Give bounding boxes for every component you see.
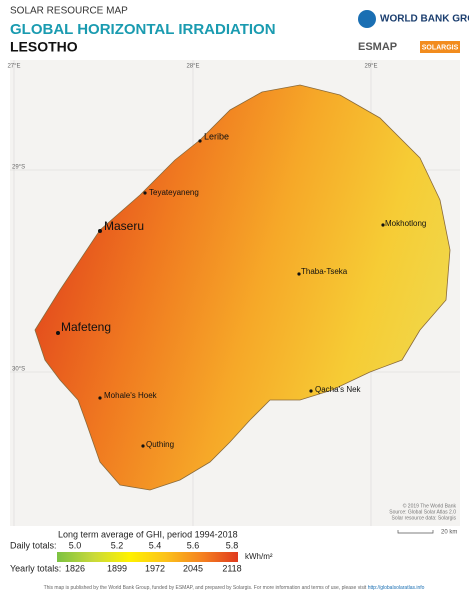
daily-value: 5.0 — [69, 540, 82, 550]
city: Leribe — [204, 131, 229, 141]
footer-link[interactable]: http://globalsolaratlas.info — [368, 585, 425, 591]
grid-label: 29°S — [12, 165, 25, 171]
footer: This map is published by the World Bank … — [44, 585, 425, 591]
city: Teyateyaneng — [149, 188, 199, 197]
country: LESOTHO — [10, 39, 78, 55]
cities: Leribe Teyateyaneng Maseru Mokhotlong Th… — [56, 131, 426, 449]
credits: © 2019 The World Bank Source: Global Sol… — [389, 502, 456, 521]
city-dot — [98, 229, 102, 233]
wb-icon — [358, 10, 376, 28]
footer-text: This map is published by the World Bank … — [44, 585, 367, 591]
solargis-logo: SOLARGIS — [422, 44, 459, 51]
wb-logo: WORLD BANK GROUP — [380, 14, 469, 25]
grid-label: 28°E — [186, 64, 199, 70]
city-dot — [143, 191, 147, 195]
daily-value: 5.2 — [111, 540, 124, 550]
city-dot — [98, 396, 102, 400]
grid-label: 27°E — [7, 64, 20, 70]
city-dot — [309, 389, 313, 393]
legend-caption: Long term average of GHI, period 1994-20… — [58, 529, 238, 539]
category: SOLAR RESOURCE MAP — [10, 6, 128, 17]
city: Maseru — [104, 219, 144, 233]
city: Mafeteng — [61, 320, 111, 334]
city-dot — [297, 272, 301, 276]
color-bar — [57, 552, 238, 562]
yearly-value: 1899 — [107, 563, 127, 573]
esmap-logo: ESMAP — [358, 41, 397, 53]
yearly-value: 2118 — [222, 563, 241, 573]
city: Thaba-Tseka — [301, 267, 348, 276]
daily-value: 5.4 — [149, 540, 162, 550]
city-dot — [56, 331, 60, 335]
credit: Source: Global Solar Atlas 2.0 — [389, 509, 456, 515]
country-shape — [34, 84, 451, 491]
credit: Solar resource data: Solargis — [392, 515, 457, 521]
legend-ticks: 5.0 5.2 5.4 5.6 5.8 1826 1899 1972 2045 2118 — [65, 540, 242, 573]
yearly-label: Yearly totals: — [10, 563, 61, 573]
scale-label: 20 km — [441, 530, 457, 536]
grid-label: 29°E — [364, 64, 377, 70]
scale-bar — [397, 530, 434, 534]
grid-label: 30°S — [12, 367, 25, 373]
city-dot — [198, 139, 202, 143]
city: Qacha's Nek — [315, 385, 362, 394]
city-dot — [381, 223, 385, 227]
credit: © 2019 The World Bank — [403, 502, 457, 509]
grid-labels: 27°E 28°E 29°E 29°S 30°S — [7, 64, 377, 373]
title: GLOBAL HORIZONTAL IRRADIATION — [10, 21, 276, 38]
legend-unit: kWh/m² — [245, 552, 273, 561]
daily-value: 5.6 — [187, 540, 200, 550]
city-dot — [141, 444, 145, 448]
city: Mohale's Hoek — [104, 391, 158, 400]
daily-label: Daily totals: — [10, 540, 57, 550]
yearly-value: 1826 — [65, 563, 85, 573]
yearly-value: 1972 — [145, 563, 165, 573]
solargis-bg — [420, 41, 460, 53]
city: Quthing — [146, 440, 174, 449]
daily-value: 5.8 — [226, 540, 239, 550]
city: Mokhotlong — [385, 219, 426, 228]
yearly-value: 2045 — [183, 563, 203, 573]
